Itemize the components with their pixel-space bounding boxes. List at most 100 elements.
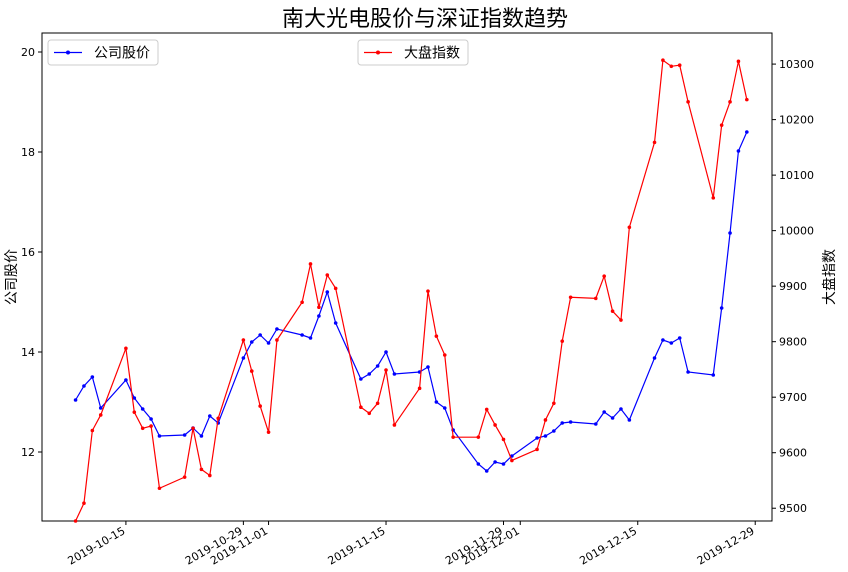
data-point	[90, 375, 95, 379]
data-point	[602, 410, 606, 414]
x-tick-label: 2019-10-15	[66, 524, 128, 567]
data-point	[652, 356, 657, 360]
data-point	[677, 63, 682, 68]
plot-frame	[41, 32, 773, 522]
data-point	[199, 434, 204, 438]
legend-marker	[66, 50, 70, 55]
data-point	[266, 341, 271, 345]
data-point	[325, 273, 330, 277]
data-point	[669, 341, 674, 345]
data-point	[560, 421, 565, 425]
x-tick-label: 2019-12-29	[695, 524, 757, 567]
data-point	[157, 486, 162, 491]
y2-tick-label: 10300	[779, 58, 814, 71]
data-point	[593, 296, 598, 301]
data-point	[258, 404, 262, 408]
data-point	[442, 406, 447, 410]
data-point	[686, 370, 690, 374]
data-point	[367, 411, 372, 416]
data-point	[728, 100, 732, 104]
legend-box	[357, 39, 469, 66]
data-point	[333, 286, 338, 291]
data-point	[300, 300, 304, 305]
data-point	[719, 123, 724, 127]
data-point	[728, 231, 732, 235]
data-point	[384, 368, 388, 372]
series-line	[75, 59, 748, 522]
data-point	[677, 336, 682, 340]
data-point	[661, 58, 665, 63]
data-point	[208, 473, 212, 478]
data-point	[317, 305, 321, 310]
chart-title: 南大光电股价与深证指数趋势	[282, 7, 568, 32]
data-point	[417, 386, 422, 391]
data-point	[501, 437, 506, 442]
data-point	[258, 333, 262, 337]
data-point	[501, 462, 506, 466]
data-point	[426, 289, 430, 293]
data-point	[476, 435, 481, 439]
data-point	[392, 372, 397, 376]
data-point	[208, 414, 212, 418]
data-point	[275, 338, 279, 342]
data-point	[249, 369, 254, 373]
data-point	[568, 295, 573, 300]
y2-tick-label: 9800	[779, 336, 807, 349]
data-point	[619, 407, 623, 411]
y-tick-label: 20	[21, 46, 35, 59]
data-point	[182, 475, 187, 479]
data-point	[73, 398, 78, 402]
y-tick-label: 14	[21, 346, 35, 359]
data-point	[627, 418, 632, 422]
data-point	[275, 327, 279, 331]
data-point	[484, 407, 489, 412]
data-point	[157, 434, 162, 438]
y-tick-label: 12	[21, 446, 35, 459]
data-point	[266, 430, 271, 434]
data-point	[669, 64, 674, 69]
data-point	[736, 59, 741, 64]
data-point	[552, 429, 556, 433]
data-point	[249, 340, 254, 344]
data-point	[426, 365, 430, 369]
data-point	[82, 501, 86, 506]
data-point	[149, 424, 153, 428]
y2-axis-label: 大盘指数	[821, 249, 838, 305]
data-point	[182, 433, 187, 437]
data-point	[308, 262, 313, 266]
data-point	[300, 333, 304, 337]
series-line	[75, 131, 748, 472]
data-point	[149, 417, 153, 421]
data-point	[392, 423, 397, 427]
data-point	[535, 436, 539, 440]
y-axis-label: 公司股价	[4, 249, 20, 305]
data-point	[317, 314, 321, 318]
data-point	[124, 378, 128, 382]
legend-label: 公司股价	[94, 46, 150, 62]
data-point	[375, 401, 380, 406]
data-point	[308, 336, 313, 340]
data-point	[610, 309, 615, 313]
data-point	[652, 140, 657, 145]
data-point	[719, 306, 724, 310]
y2-tick-label: 10100	[779, 169, 814, 182]
data-point	[216, 416, 221, 421]
data-point	[140, 426, 145, 431]
y2-tick-label: 9600	[779, 447, 807, 460]
data-point	[82, 384, 86, 388]
y2-tick-label: 10200	[779, 114, 814, 127]
y2-tick-label: 9500	[779, 502, 807, 515]
data-point	[543, 434, 548, 438]
data-point	[367, 372, 372, 376]
data-point	[593, 422, 598, 426]
data-point	[124, 346, 128, 351]
data-point	[98, 406, 103, 410]
data-point	[745, 97, 749, 102]
data-point	[711, 373, 716, 377]
data-point	[627, 225, 632, 230]
y2-tick-label: 9700	[779, 391, 807, 404]
data-point	[140, 407, 145, 411]
data-point	[90, 428, 95, 433]
data-point	[442, 353, 447, 357]
x-tick-label: 2019-11-15	[326, 524, 388, 567]
